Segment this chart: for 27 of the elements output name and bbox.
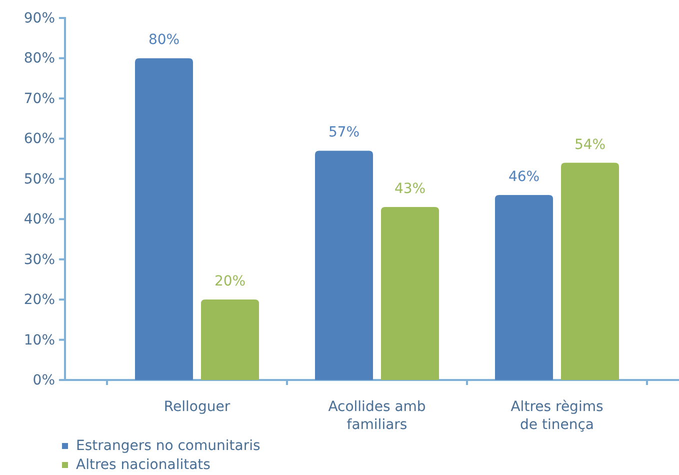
data-label: 20% (214, 274, 246, 290)
data-label: 54% (574, 136, 606, 153)
y-tick-label: 20% (24, 292, 55, 308)
y-tick-label: 10% (24, 332, 55, 348)
bar (135, 58, 193, 380)
y-tick-label: 70% (24, 90, 55, 107)
data-label: 46% (508, 168, 540, 185)
bar (315, 150, 373, 380)
bar (561, 162, 619, 380)
bar (201, 300, 259, 380)
data-label: 43% (394, 181, 426, 198)
y-tick-label: 60% (24, 131, 55, 148)
y-tick-label: 90% (24, 10, 55, 26)
y-tick-label: 30% (24, 252, 55, 268)
bar (495, 194, 553, 380)
bar (381, 207, 439, 380)
x-tick-label: Acollides amb familiars (328, 399, 426, 433)
data-label: 57% (328, 124, 360, 141)
y-tick-label: 80% (24, 50, 55, 67)
legend-label: Altres nacionalitats (76, 457, 210, 473)
y-tick-label: 40% (24, 212, 55, 228)
x-tick-label: Relloguer (164, 399, 230, 415)
y-tick-label: 0% (32, 372, 55, 388)
x-tick-label: Altres règims de tinença (510, 399, 604, 433)
legend-label: Estrangers no comunitaris (76, 438, 260, 454)
data-label: 80% (148, 32, 180, 48)
y-tick-label: 50% (24, 171, 55, 188)
